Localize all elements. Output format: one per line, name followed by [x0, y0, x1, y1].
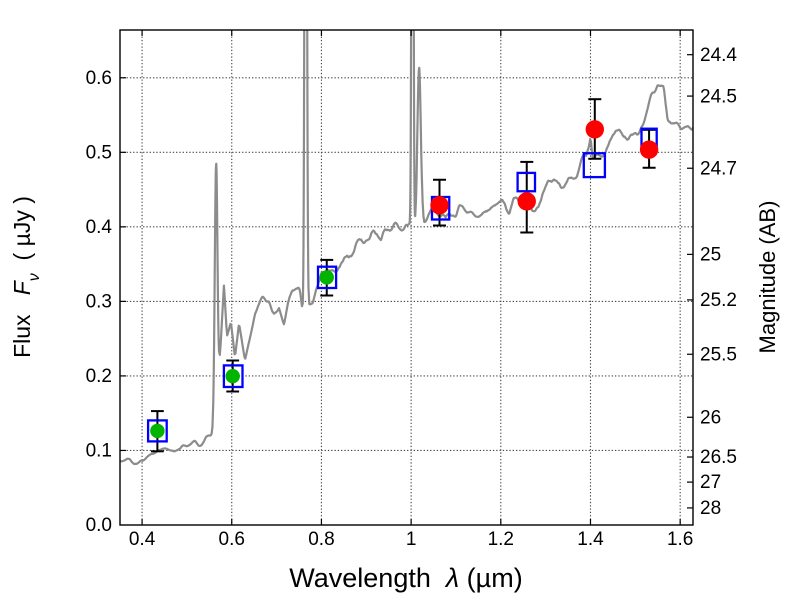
svg-text:25.5: 25.5	[700, 345, 737, 366]
svg-text:24.4: 24.4	[700, 45, 737, 66]
svg-text:1: 1	[406, 529, 417, 550]
svg-text:0.4: 0.4	[129, 529, 156, 550]
svg-text:0.5: 0.5	[86, 143, 112, 164]
svg-text:0.6: 0.6	[219, 529, 245, 550]
svg-text:26.5: 26.5	[700, 447, 737, 468]
svg-text:Magnitude (AB): Magnitude (AB)	[755, 201, 780, 354]
svg-text:0.1: 0.1	[86, 441, 112, 462]
svg-text:0.0: 0.0	[86, 515, 112, 536]
svg-text:0.4: 0.4	[86, 217, 113, 238]
svg-text:1.4: 1.4	[577, 529, 604, 550]
svg-text:0.6: 0.6	[86, 68, 112, 89]
svg-text:1.6: 1.6	[667, 529, 693, 550]
svg-text:24.7: 24.7	[700, 159, 737, 180]
svg-text:26: 26	[700, 408, 721, 429]
svg-text:1.2: 1.2	[488, 529, 514, 550]
svg-text:Wavelength λ (µm): Wavelength λ (µm)	[289, 563, 522, 593]
svg-text:25: 25	[700, 245, 721, 266]
svg-text:24.5: 24.5	[700, 87, 737, 108]
svg-text:25.2: 25.2	[700, 290, 737, 311]
svg-text:0.3: 0.3	[86, 292, 112, 313]
svg-text:0.2: 0.2	[86, 366, 112, 387]
svg-text:Flux Fν ( µJy ): Flux Fν ( µJy )	[9, 196, 43, 358]
svg-text:27: 27	[700, 472, 721, 493]
svg-text:0.8: 0.8	[308, 529, 334, 550]
svg-text:28: 28	[700, 498, 721, 519]
